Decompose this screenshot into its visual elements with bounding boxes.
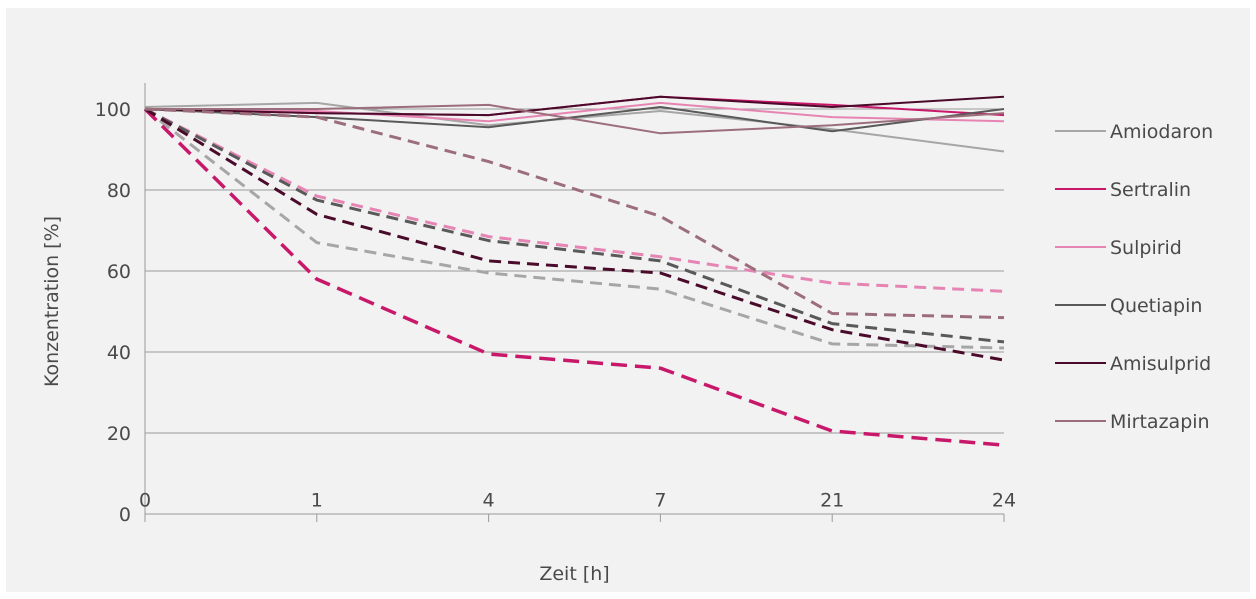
y-tick-label: 20 (107, 423, 131, 445)
y-tick-label: 0 (119, 504, 131, 526)
y-tick-label: 40 (107, 342, 131, 364)
series-sertralin-dashed-line (143, 107, 1005, 447)
legend: Amiodaron Sertralin Sulpirid Quetiapin Amisu… (1055, 121, 1213, 433)
tick-labels: 0 20 40 60 80 100 0 1 4 7 21 24 (95, 99, 1016, 526)
series-sulpirid-dashed-line (144, 107, 1005, 293)
series-mirtazapin-solid-line (145, 103, 1005, 135)
legend-label-quetiapin: Quetiapin (1110, 295, 1202, 317)
y-tick-label: 80 (107, 180, 131, 202)
y-tick-label: 100 (95, 99, 131, 121)
x-tick-label: 0 (139, 490, 151, 512)
legend-label-sulpirid: Sulpirid (1110, 237, 1182, 259)
y-axis-title: Konzentration [%] (41, 216, 63, 387)
x-tick-label: 24 (992, 490, 1016, 512)
x-axis-title: Zeit [h] (539, 563, 609, 585)
series-amisulprid-dashed-line (144, 107, 1005, 362)
series-quetiapin-dashed-line (144, 107, 1005, 344)
series-amiodaron-dashed-line (144, 107, 1005, 350)
series-amisulprid-solid-line (144, 95, 1005, 117)
series-mirtazapin-dashed-line (144, 107, 1005, 320)
series-sulpirid-solid-line (144, 101, 1005, 123)
legend-label-amiodaron: Amiodaron (1110, 121, 1213, 143)
legend-label-amisulprid: Amisulprid (1110, 353, 1211, 375)
axes (144, 83, 1005, 522)
series-lines (143, 95, 1005, 447)
legend-label-mirtazapin: Mirtazapin (1110, 411, 1210, 433)
y-tick-label: 60 (107, 261, 131, 283)
x-tick-label: 21 (820, 490, 844, 512)
x-tick-label: 1 (311, 490, 323, 512)
x-tick-label: 7 (654, 490, 666, 512)
chart-background (6, 8, 1250, 592)
x-tick-label: 4 (483, 490, 495, 512)
legend-label-sertralin: Sertralin (1110, 179, 1191, 201)
